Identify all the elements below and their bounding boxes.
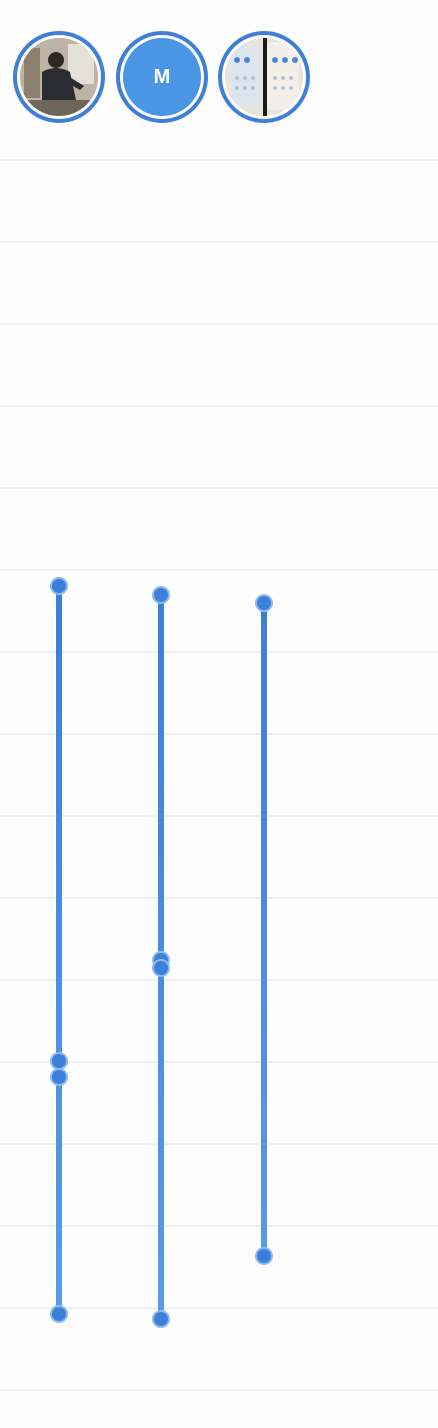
screens-photo-icon <box>225 38 303 116</box>
grid-line <box>0 241 438 243</box>
grid-line <box>0 651 438 653</box>
screens-photo-icon <box>225 38 303 116</box>
lane-1-marker[interactable] <box>50 1068 68 1086</box>
grid-line <box>0 487 438 489</box>
lane-2-handle-start[interactable] <box>152 586 170 604</box>
grid-line <box>0 733 438 735</box>
lane-3-handle-end[interactable] <box>255 1247 273 1265</box>
person-photo-icon <box>20 38 98 116</box>
grid-line <box>0 815 438 817</box>
grid-line <box>0 979 438 981</box>
lane-3-track[interactable] <box>261 603 267 1256</box>
lane-1-track[interactable] <box>56 586 62 1314</box>
lane-2-handle-end[interactable] <box>152 1310 170 1328</box>
grid-line <box>0 405 438 407</box>
lane-1-handle-start[interactable] <box>50 577 68 595</box>
avatar-initial: M <box>154 66 171 89</box>
participant-avatar-1[interactable] <box>13 31 105 123</box>
lane-2-marker[interactable] <box>152 959 170 977</box>
lane-1-handle-end[interactable] <box>50 1305 68 1323</box>
grid-line <box>0 1143 438 1145</box>
grid-line <box>0 159 438 161</box>
person-photo-icon <box>20 38 98 116</box>
grid-line <box>0 569 438 571</box>
participant-avatar-3[interactable] <box>218 31 310 123</box>
lane-3-handle-start[interactable] <box>255 594 273 612</box>
participant-avatar-2[interactable]: M <box>116 31 208 123</box>
grid-line <box>0 323 438 325</box>
grid-line <box>0 1389 438 1391</box>
grid-line <box>0 1225 438 1227</box>
grid-line <box>0 897 438 899</box>
